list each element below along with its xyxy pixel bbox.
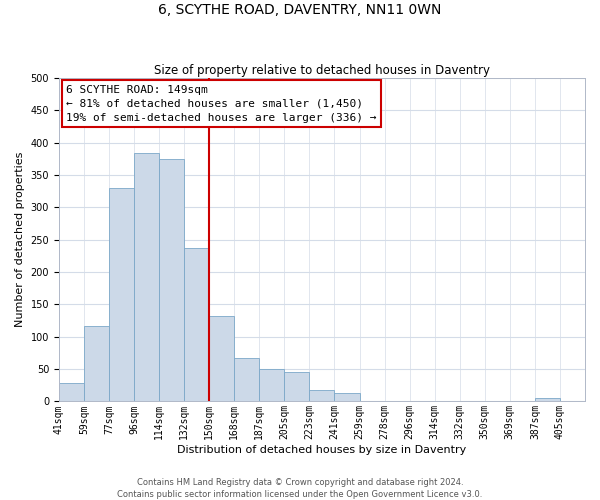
Bar — [334, 393, 359, 402]
Bar — [209, 316, 234, 402]
Bar — [134, 152, 159, 402]
Text: Contains HM Land Registry data © Crown copyright and database right 2024.
Contai: Contains HM Land Registry data © Crown c… — [118, 478, 482, 499]
Bar — [284, 372, 310, 402]
Text: 6 SCYTHE ROAD: 149sqm
← 81% of detached houses are smaller (1,450)
19% of semi-d: 6 SCYTHE ROAD: 149sqm ← 81% of detached … — [67, 84, 377, 122]
Bar — [59, 384, 84, 402]
Y-axis label: Number of detached properties: Number of detached properties — [15, 152, 25, 328]
Bar — [310, 390, 334, 402]
Bar — [535, 398, 560, 402]
Title: Size of property relative to detached houses in Daventry: Size of property relative to detached ho… — [154, 64, 490, 77]
X-axis label: Distribution of detached houses by size in Daventry: Distribution of detached houses by size … — [178, 445, 467, 455]
Bar — [259, 369, 284, 402]
Bar — [184, 248, 209, 402]
Bar — [109, 188, 134, 402]
Bar — [84, 326, 109, 402]
Bar — [159, 159, 184, 402]
Text: 6, SCYTHE ROAD, DAVENTRY, NN11 0WN: 6, SCYTHE ROAD, DAVENTRY, NN11 0WN — [158, 2, 442, 16]
Bar — [234, 358, 259, 402]
